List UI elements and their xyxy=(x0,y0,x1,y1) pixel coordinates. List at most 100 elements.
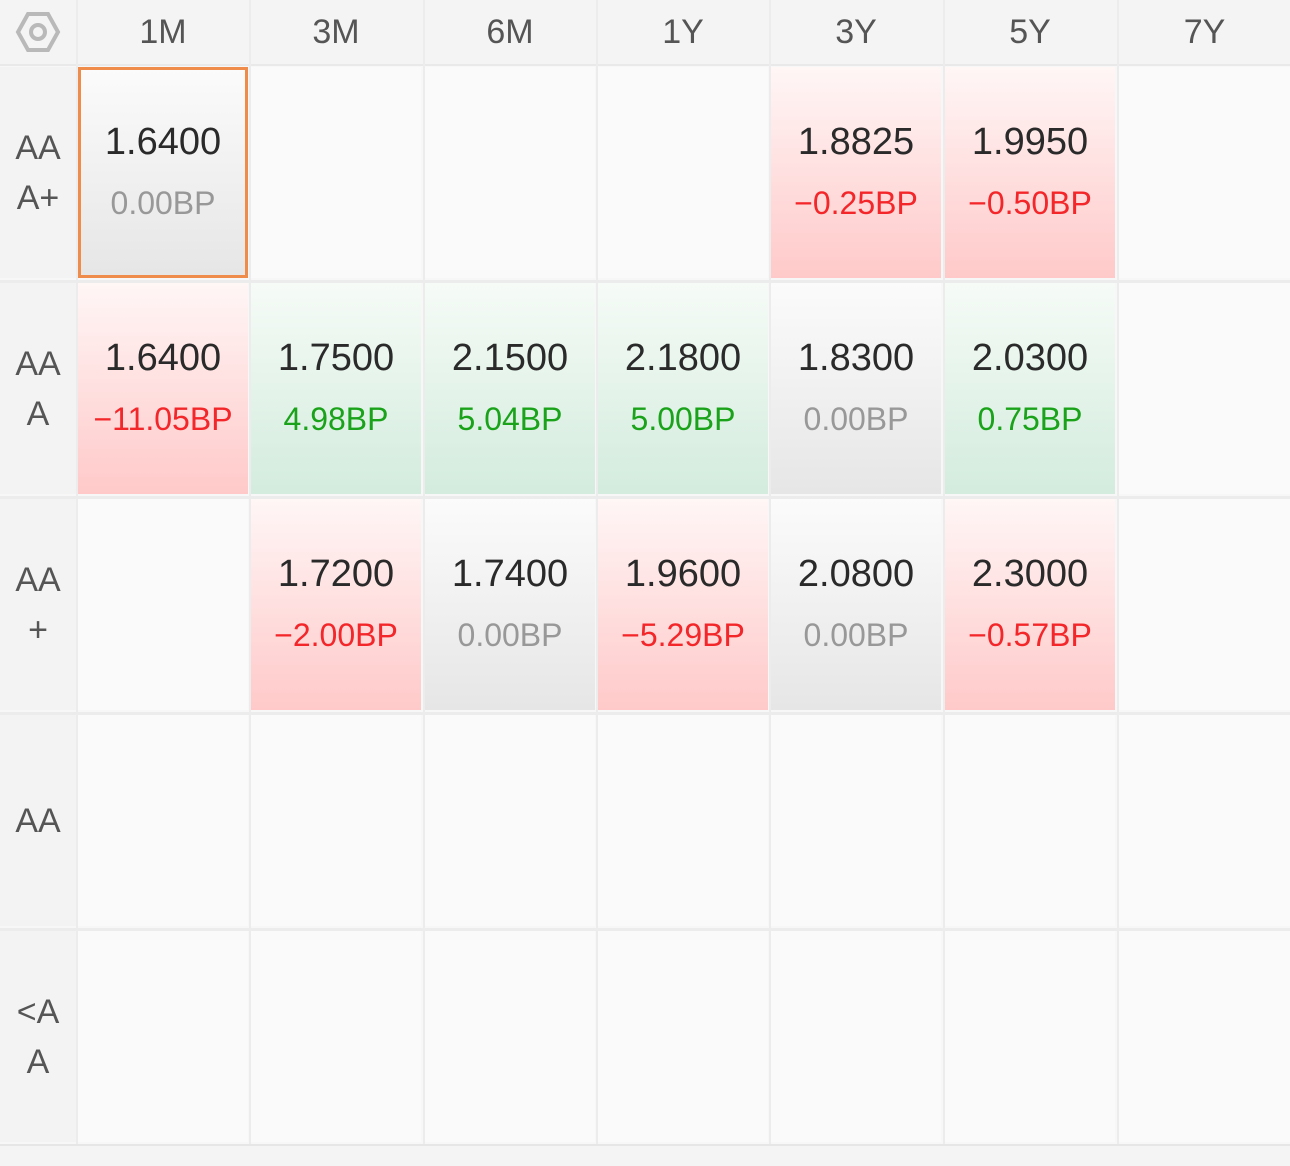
yield-change: 0.00BP xyxy=(110,185,216,221)
yield-value: 2.0800 xyxy=(797,553,915,595)
empty-cell[interactable] xyxy=(1119,67,1290,278)
yield-value: 1.7400 xyxy=(451,553,569,595)
yield-change: −0.25BP xyxy=(794,185,918,221)
column-header-5y[interactable]: 5Y xyxy=(1009,12,1051,51)
row-label-text: AAA+ xyxy=(15,128,61,217)
yield-value: 1.7500 xyxy=(277,337,395,379)
row-label-text: AA xyxy=(15,801,61,840)
header-divider xyxy=(76,0,78,64)
yield-change: −0.50BP xyxy=(968,185,1092,221)
row-label[interactable]: AAA+ xyxy=(0,67,76,278)
empty-cell[interactable] xyxy=(425,67,595,278)
empty-cell[interactable] xyxy=(1119,931,1290,1142)
empty-cell[interactable] xyxy=(425,931,595,1142)
empty-cell[interactable] xyxy=(78,499,248,710)
grid-line-vertical xyxy=(1117,64,1119,1144)
grid-line-vertical xyxy=(423,64,425,1144)
yield-change: 0.00BP xyxy=(803,617,909,653)
empty-cell[interactable] xyxy=(251,931,421,1142)
column-header-1y[interactable]: 1Y xyxy=(662,12,704,51)
row-label[interactable]: AA xyxy=(0,715,76,926)
header-divider xyxy=(596,0,598,64)
empty-cell[interactable] xyxy=(1119,499,1290,710)
grid-line-vertical xyxy=(769,64,771,1144)
yield-cell[interactable]: 1.9600 −5.29BP xyxy=(598,499,768,710)
column-header-6m[interactable]: 6M xyxy=(486,12,534,51)
yield-change: 4.98BP xyxy=(283,401,389,437)
yield-cell[interactable]: 2.3000 −0.57BP xyxy=(945,499,1115,710)
empty-cell[interactable] xyxy=(945,931,1115,1142)
header-divider xyxy=(769,0,771,64)
yield-value: 1.8300 xyxy=(797,337,915,379)
empty-cell[interactable] xyxy=(425,715,595,926)
yield-cell[interactable]: 1.8825 −0.25BP xyxy=(771,67,941,278)
bottom-bar xyxy=(0,1144,1290,1166)
yield-value: 1.8825 xyxy=(797,121,915,163)
row-label-text: <AA xyxy=(16,992,60,1081)
yield-change: 0.00BP xyxy=(803,401,909,437)
yield-change: −2.00BP xyxy=(274,617,398,653)
column-header-1m[interactable]: 1M xyxy=(139,12,187,51)
yield-cell[interactable]: 1.6400 −11.05BP xyxy=(78,283,248,494)
yield-change: −0.57BP xyxy=(968,617,1092,653)
yield-change: −11.05BP xyxy=(93,401,233,437)
empty-cell[interactable] xyxy=(598,67,768,278)
grid-line-horizontal xyxy=(0,712,1290,715)
yield-change: 5.00BP xyxy=(630,401,736,437)
yield-cell[interactable]: 2.0800 0.00BP xyxy=(771,499,941,710)
empty-cell[interactable] xyxy=(598,715,768,926)
yield-cell[interactable]: 1.7200 −2.00BP xyxy=(251,499,421,710)
yield-value: 2.1800 xyxy=(624,337,742,379)
empty-cell[interactable] xyxy=(251,67,421,278)
yield-value: 1.6400 xyxy=(104,337,222,379)
yield-change: −5.29BP xyxy=(621,617,745,653)
yield-change: 0.00BP xyxy=(457,617,563,653)
column-header-3m[interactable]: 3M xyxy=(312,12,360,51)
yield-value: 1.9950 xyxy=(971,121,1089,163)
yield-value: 1.7200 xyxy=(277,553,395,595)
empty-cell[interactable] xyxy=(78,931,248,1142)
grid-line-horizontal xyxy=(0,928,1290,931)
yield-value: 2.1500 xyxy=(451,337,569,379)
column-header-row: 1M 3M 6M 1Y 3Y 5Y 7Y xyxy=(0,0,1290,66)
grid-line-horizontal xyxy=(0,496,1290,499)
yield-cell[interactable]: 2.1800 5.00BP xyxy=(598,283,768,494)
row-label-text: AA+ xyxy=(15,560,61,649)
empty-cell[interactable] xyxy=(1119,283,1290,494)
header-divider xyxy=(1117,0,1119,64)
settings-icon[interactable] xyxy=(0,0,76,64)
header-divider xyxy=(943,0,945,64)
row-label[interactable]: AAA xyxy=(0,283,76,494)
yield-cell[interactable]: 1.8300 0.00BP xyxy=(771,283,941,494)
yield-cell[interactable]: 1.7400 0.00BP xyxy=(425,499,595,710)
yield-cell[interactable]: 1.7500 4.98BP xyxy=(251,283,421,494)
header-divider xyxy=(423,0,425,64)
yield-change: 0.75BP xyxy=(977,401,1083,437)
empty-cell[interactable] xyxy=(771,715,941,926)
empty-cell[interactable] xyxy=(251,715,421,926)
row-label-text: AAA xyxy=(15,344,61,433)
grid-line-horizontal xyxy=(0,280,1290,283)
empty-cell[interactable] xyxy=(945,715,1115,926)
row-label[interactable]: AA+ xyxy=(0,499,76,710)
yield-cell[interactable]: 2.1500 5.04BP xyxy=(425,283,595,494)
yield-value: 2.0300 xyxy=(971,337,1089,379)
row-label[interactable]: <AA xyxy=(0,931,76,1142)
yield-cell[interactable]: 1.9950 −0.50BP xyxy=(945,67,1115,278)
yield-cell[interactable]: 1.6400 0.00BP xyxy=(78,67,248,278)
yield-cell[interactable]: 2.0300 0.75BP xyxy=(945,283,1115,494)
empty-cell[interactable] xyxy=(771,931,941,1142)
column-header-3y[interactable]: 3Y xyxy=(835,12,877,51)
grid-line-vertical xyxy=(76,64,78,1144)
grid-line-vertical xyxy=(943,64,945,1144)
yield-value: 2.3000 xyxy=(971,553,1089,595)
empty-cell[interactable] xyxy=(598,931,768,1142)
yield-change: 5.04BP xyxy=(457,401,563,437)
grid-line-vertical xyxy=(596,64,598,1144)
yield-value: 1.6400 xyxy=(104,121,222,163)
empty-cell[interactable] xyxy=(1119,715,1290,926)
grid-line-vertical xyxy=(249,64,251,1144)
header-divider xyxy=(249,0,251,64)
column-header-7y[interactable]: 7Y xyxy=(1183,12,1226,51)
empty-cell[interactable] xyxy=(78,715,248,926)
